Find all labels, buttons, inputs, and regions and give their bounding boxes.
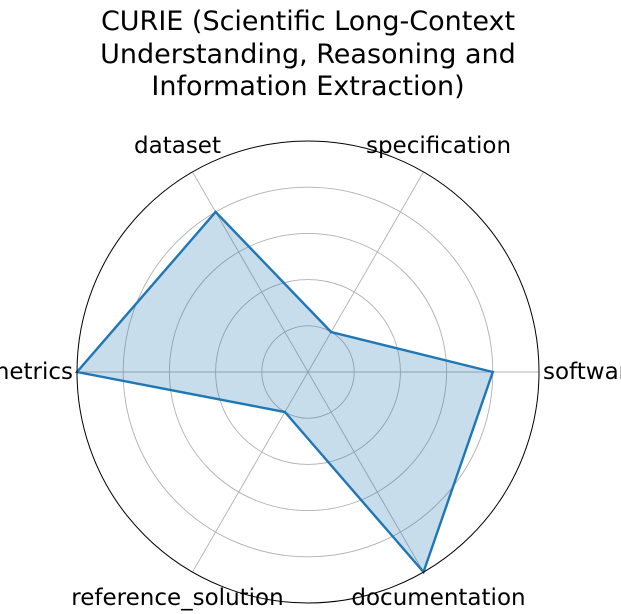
angular-gridline (192, 371, 309, 573)
angular-grid (77, 171, 539, 573)
data-point (329, 330, 333, 334)
angular-gridline (192, 171, 309, 373)
axis-label-documentation: documentation (351, 585, 525, 611)
angular-gridline (307, 171, 424, 373)
data-point (214, 210, 217, 214)
series-area (77, 211, 493, 573)
polar-frame (76, 140, 540, 604)
axis-label-reference-solution: reference_solution (71, 585, 283, 611)
axis-label-dataset: dataset (134, 133, 221, 159)
axis-label-software: software (543, 359, 621, 385)
chart-title: CURIE (Scientific Long-Context Understan… (100, 6, 516, 102)
series-layer (74, 210, 495, 575)
axis-labels: software specification dataset metrics refer… (0, 133, 621, 611)
data-point (491, 370, 494, 374)
axis-label-specification: specification (366, 133, 511, 159)
data-point (283, 410, 287, 414)
axis-label-metrics: metrics (0, 359, 73, 385)
angular-gridline (307, 371, 424, 573)
